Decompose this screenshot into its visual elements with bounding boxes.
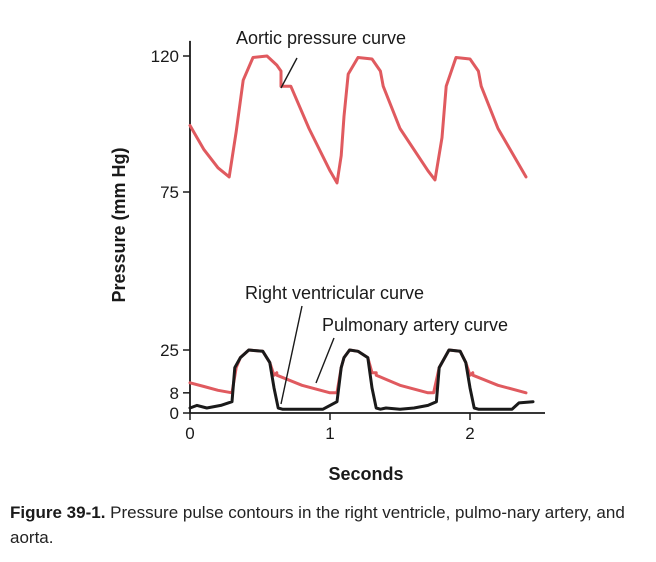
right-ventricular-label-pointer: [280, 305, 303, 405]
pulmonary-label-pointer: [315, 337, 335, 384]
figure-label: Figure 39-1.: [10, 503, 106, 522]
figure-caption: Figure 39-1. Pressure pulse contours in …: [10, 500, 646, 550]
y-tick-label: 25: [160, 341, 179, 360]
figure-caption-text: Pressure pulse contours in the right ven…: [10, 503, 625, 547]
right-ventricular-curve-line: [188, 348, 535, 411]
pulmonary-artery-curve-label: Pulmonary artery curve: [322, 315, 508, 335]
y-tick-label: 0: [170, 404, 179, 423]
x-tick-label: 0: [185, 424, 194, 443]
aortic-label-pointer: [280, 57, 298, 89]
axes: [189, 40, 545, 414]
y-axis-title: Pressure (mm Hg): [109, 147, 129, 302]
x-axis-title: Seconds: [328, 464, 403, 484]
right-ventricular-curve-label: Right ventricular curve: [245, 283, 424, 303]
series-layer: [188, 54, 535, 411]
y-tick-label: 8: [170, 384, 179, 403]
aortic-curve-label: Aortic pressure curve: [236, 28, 406, 48]
x-tick-label: 2: [465, 424, 474, 443]
y-tick-label: 120: [151, 47, 179, 66]
y-tick-label: 75: [160, 183, 179, 202]
aortic-pressure-curve-line: [188, 54, 528, 185]
annotations: Aortic pressure curve Right ventricular …: [236, 28, 508, 405]
x-tick-label: 1: [325, 424, 334, 443]
